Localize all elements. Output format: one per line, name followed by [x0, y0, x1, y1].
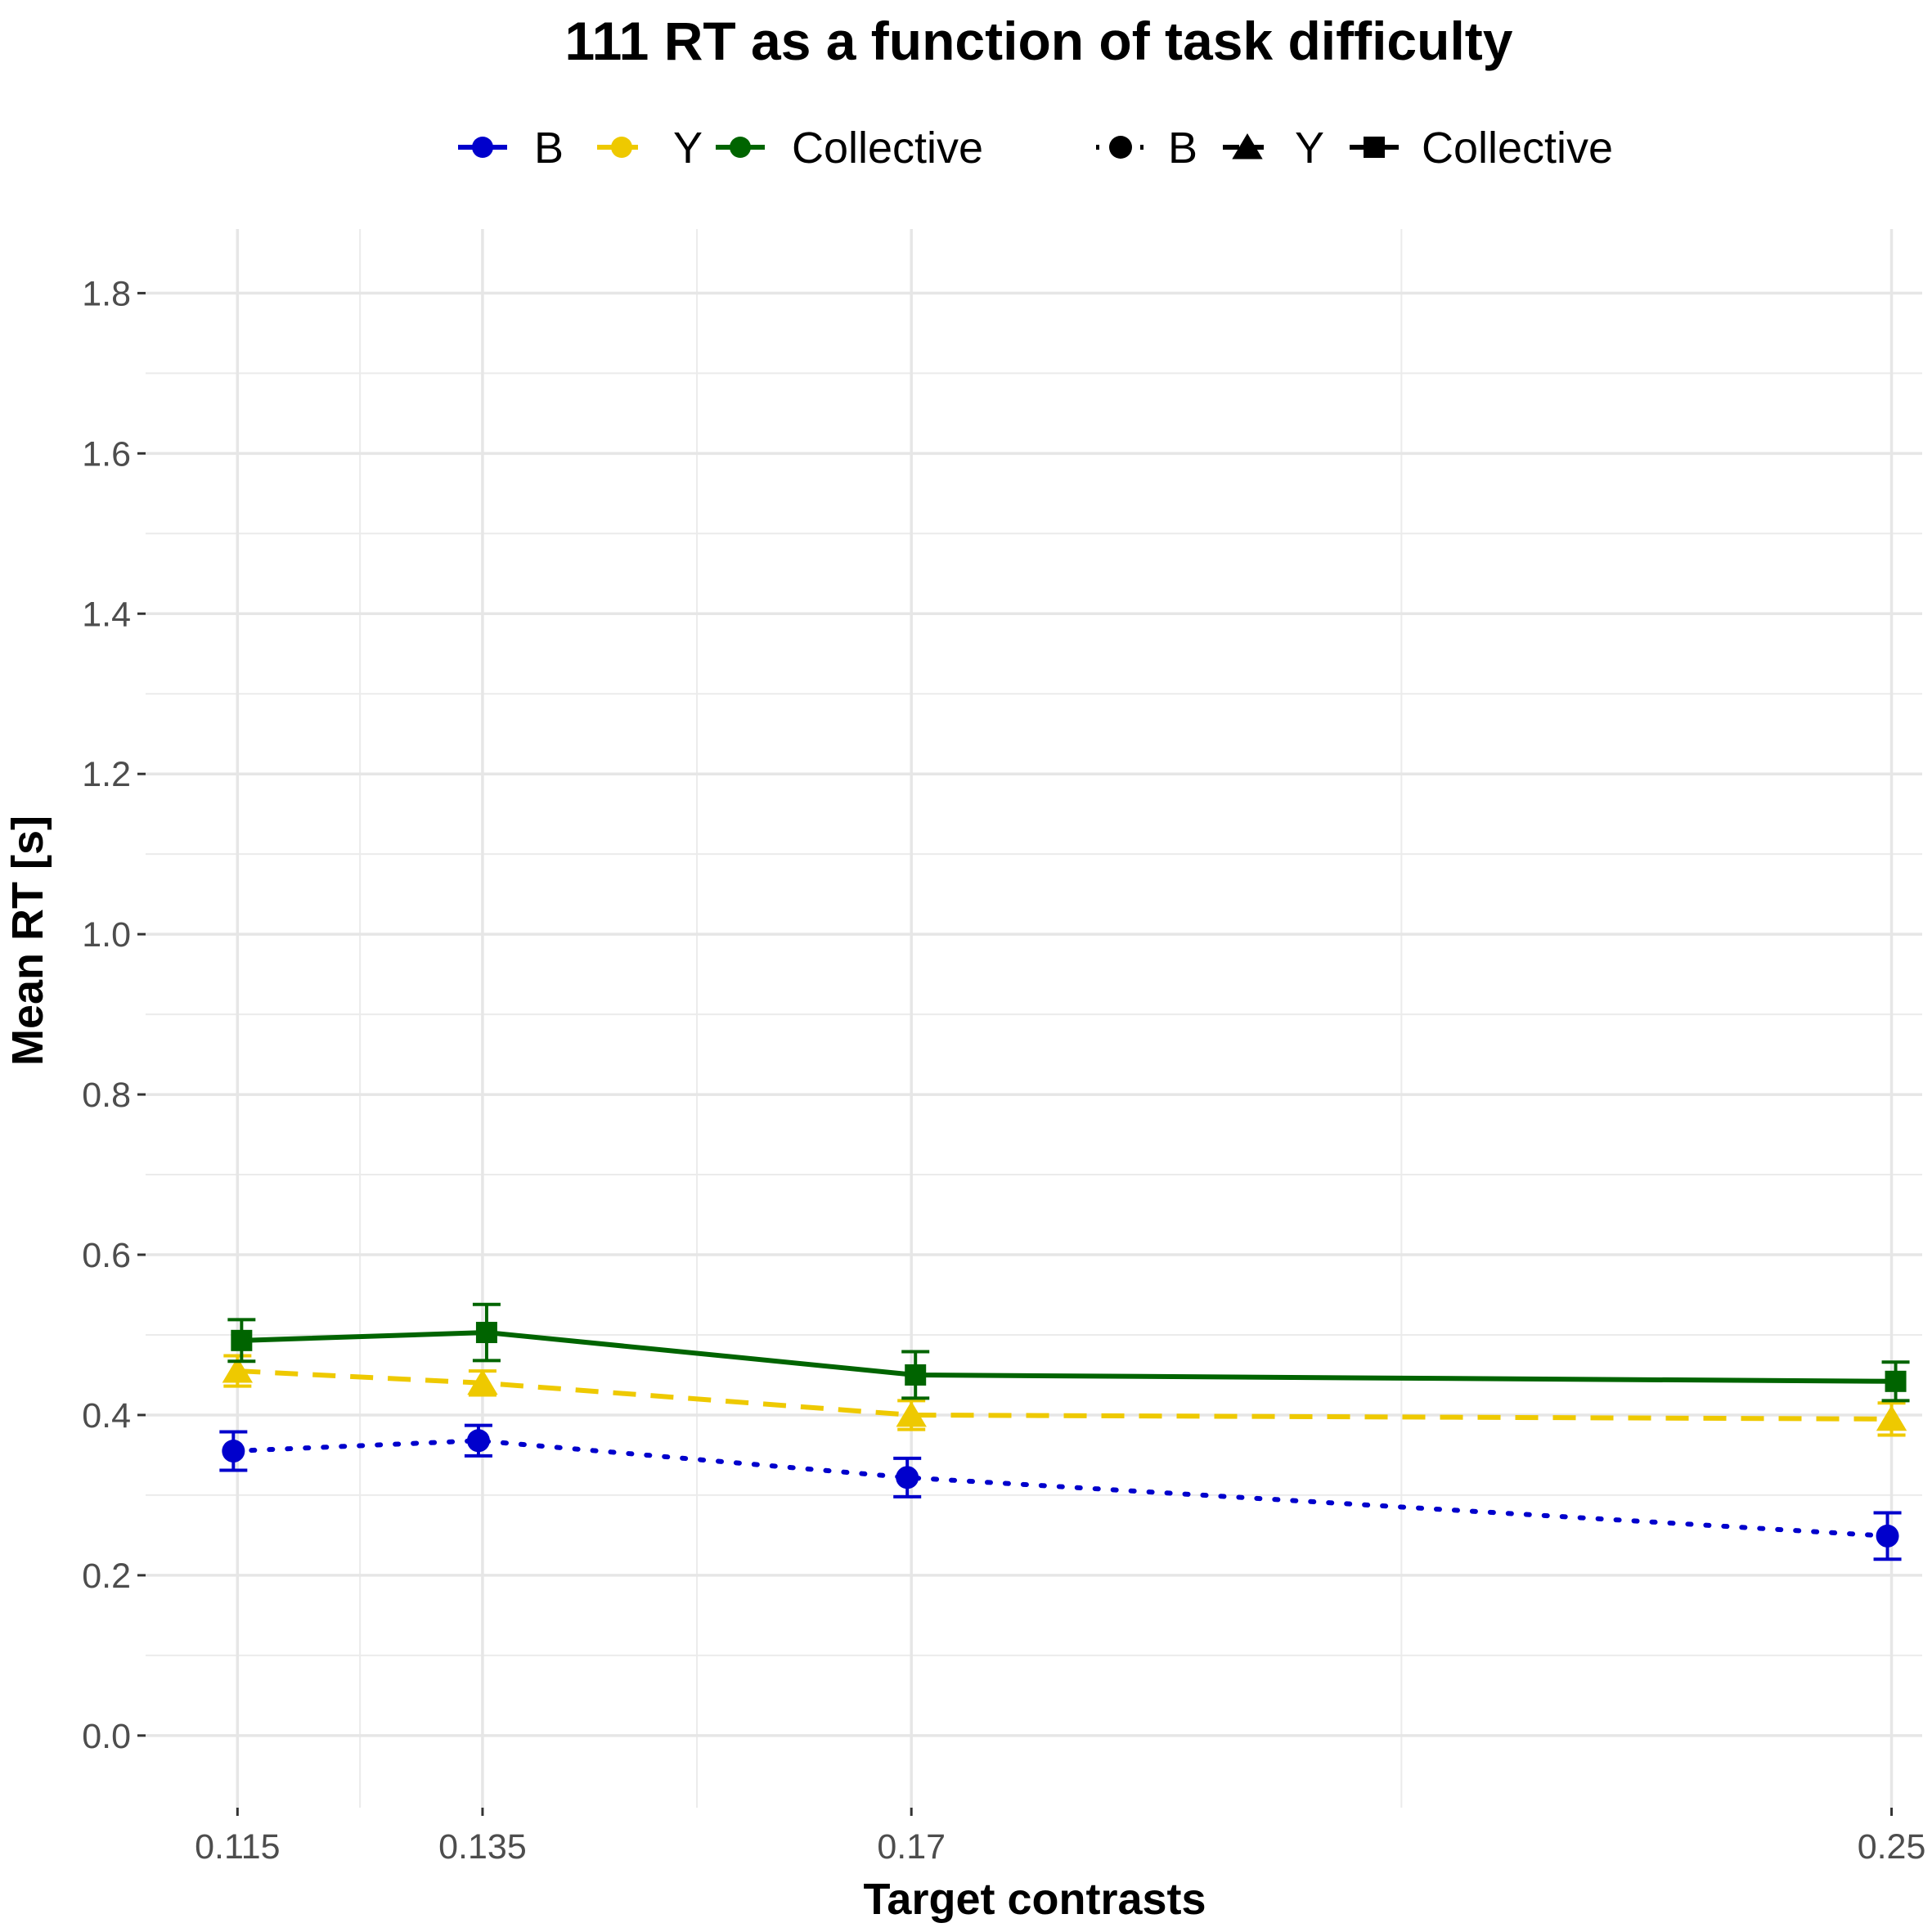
legend-color-marker-y: [611, 137, 632, 158]
y-tick-label: 0.0: [82, 1717, 131, 1756]
axes: 0.0 0.2 0.4 0.6 0.8 1.0 1.2 1.4 1.6 1.8 0.115 0.135…: [82, 274, 1925, 1867]
series-collective: [227, 1302, 1910, 1403]
data-point-collective: [475, 1322, 497, 1344]
legend-label: B: [1168, 124, 1197, 173]
x-tick-label: 0.135: [438, 1827, 527, 1867]
series-b: [219, 1423, 1902, 1561]
legend-label: Y: [1295, 124, 1324, 173]
data-point-y: [896, 1400, 927, 1427]
y-axis-title: Mean RT [s]: [3, 815, 52, 1066]
data-point-b: [222, 1440, 245, 1463]
legend-label: Y: [673, 124, 703, 173]
data-point-y: [467, 1368, 498, 1395]
legend-color-marker-collective: [730, 137, 751, 158]
legend-label: Collective: [1422, 124, 1613, 173]
data-point-collective: [905, 1364, 927, 1386]
data-point-b: [896, 1466, 919, 1489]
x-tick-label: 0.17: [877, 1827, 946, 1867]
data-point-b: [466, 1429, 490, 1453]
y-tick-label: 0.2: [82, 1557, 131, 1596]
y-tick-label: 0.8: [82, 1076, 131, 1115]
legend-shape-marker: [1364, 137, 1385, 158]
legend-shape-marker: [1232, 133, 1263, 160]
x-tick-label: 0.25: [1858, 1827, 1926, 1867]
data-point-y: [1876, 1404, 1907, 1431]
y-tick-label: 1.4: [82, 595, 131, 634]
legend-shape-marker: [1109, 136, 1132, 159]
data-point-collective: [231, 1329, 253, 1351]
y-tick-label: 1.0: [82, 915, 131, 955]
y-tick-label: 1.8: [82, 274, 131, 313]
data-point-y: [222, 1357, 254, 1383]
y-tick-label: 0.6: [82, 1236, 131, 1275]
legend-color-marker-b: [472, 137, 493, 158]
y-tick-label: 0.4: [82, 1396, 131, 1436]
legend: B Y Collective B Y Collective: [458, 124, 1613, 173]
legend-label: Collective: [792, 124, 983, 173]
x-axis-title: Target contrasts: [863, 1875, 1206, 1924]
x-tick-label: 0.115: [195, 1827, 280, 1867]
grid: [146, 229, 1922, 1808]
series-line-y: [237, 1368, 1892, 1422]
y-tick-label: 1.6: [82, 434, 131, 474]
series: [219, 1302, 1910, 1561]
chart-title: 111 RT as a function of task difficulty: [565, 11, 1513, 71]
series-line-collective: [241, 1330, 1896, 1384]
y-tick-label: 1.2: [82, 755, 131, 794]
data-point-collective: [1885, 1370, 1907, 1392]
data-point-b: [1876, 1524, 1899, 1548]
legend-label: B: [534, 124, 564, 173]
series-y: [222, 1354, 1907, 1437]
